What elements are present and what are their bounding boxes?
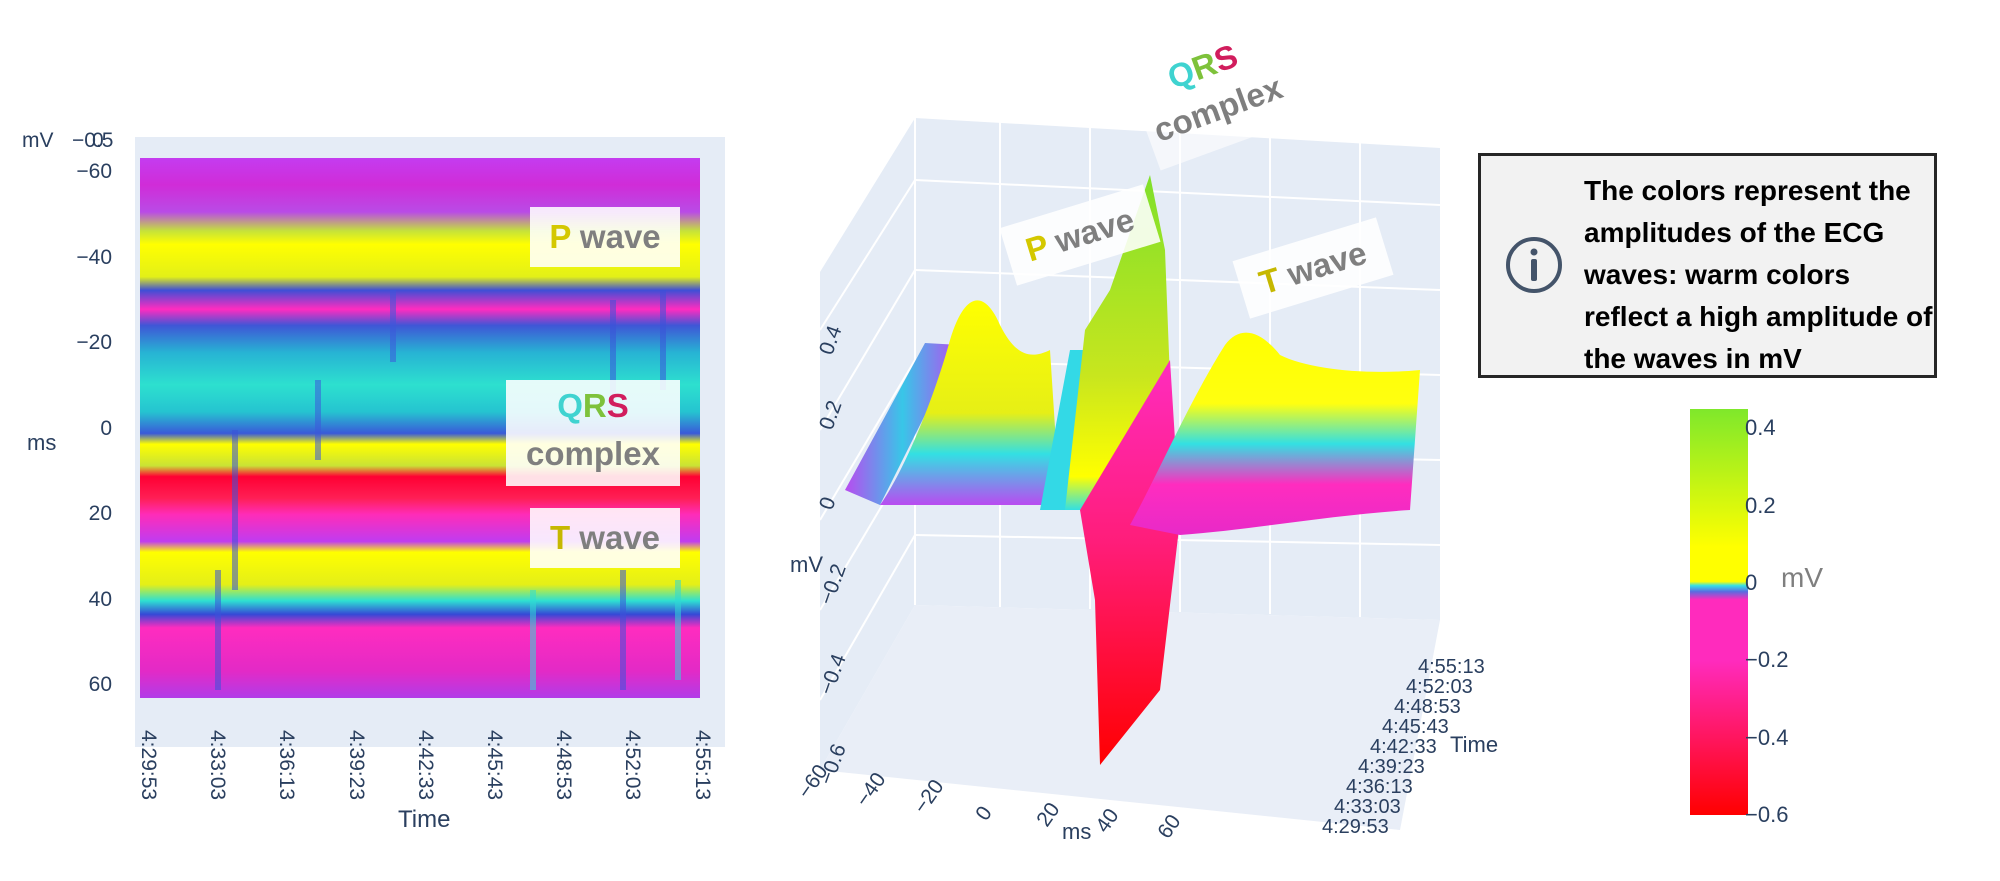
surface-baseline-left xyxy=(845,343,960,505)
heatmap-mv-tick-b: 0 xyxy=(92,129,104,152)
heatmap-x-tick: 4:55:13 xyxy=(690,730,714,801)
heatmap-x-tick: 4:42:33 xyxy=(413,730,437,801)
heatmap-x-label: Time xyxy=(398,806,451,833)
colorbar-tick: 0 xyxy=(1745,570,1758,595)
surface-time-label: Time xyxy=(1450,732,1499,757)
surface-ms-tick: 20 xyxy=(1032,799,1064,831)
surface-time-tick: 4:29:53 xyxy=(1322,816,1389,838)
heatmap-y-tick: 40 xyxy=(88,587,112,611)
qrs-letters: QRS xyxy=(506,380,680,432)
surface-time-tick: 4:48:53 xyxy=(1394,696,1461,718)
heatmap-streak xyxy=(215,570,221,690)
surface-p-wave xyxy=(880,300,1060,505)
annotation-t-wave-left: T wave xyxy=(530,508,680,568)
heatmap-y-label: ms xyxy=(27,430,57,455)
p-rest: wave xyxy=(570,218,661,255)
heatmap-y-tick: 60 xyxy=(88,673,112,696)
surface-ms-tick: 60 xyxy=(1153,811,1185,843)
heatmap-streak xyxy=(610,300,616,420)
heatmap-streak xyxy=(315,380,321,460)
surface-time-tick: 4:36:13 xyxy=(1346,776,1413,798)
surface-time-tick: 4:45:43 xyxy=(1382,716,1449,738)
colorbar-fill xyxy=(1690,409,1748,815)
info-circle-icon xyxy=(1506,237,1562,293)
heatmap-y-tick: −40 xyxy=(76,245,112,269)
heatmap-x-tick: 4:45:43 xyxy=(483,730,506,801)
heatmap-mv-tick-a: −0.5 xyxy=(72,129,114,152)
colorbar-tick: −0.6 xyxy=(1745,802,1789,827)
q-letter: Q xyxy=(557,387,583,424)
colorbar-tick: 0.4 xyxy=(1745,415,1776,441)
p-letter: P xyxy=(549,218,571,255)
heatmap-streak xyxy=(232,430,238,590)
surface-time-tick: 4:42:33 xyxy=(1370,736,1437,758)
surface3d-chart: −60 −40 −20 0 20 40 60 0.4 0.2 0 −0.2 −0.4 −0.6 mV … xyxy=(760,0,1498,881)
surface-time-tick: 4:33:03 xyxy=(1334,796,1401,818)
surface-ms-tick: 40 xyxy=(1091,805,1123,837)
t-letter: T xyxy=(549,519,571,556)
surface-t-wave xyxy=(1130,332,1420,535)
heatmap-streaks xyxy=(215,290,681,690)
heatmap-y-tick: −60 xyxy=(76,160,112,183)
annotation-qrs-left: QRS complex xyxy=(506,380,680,486)
colorbar xyxy=(1690,409,1748,815)
colorbar-tick: 0.2 xyxy=(1745,492,1776,518)
colorbar-unit: mV xyxy=(1781,562,1823,593)
heatmap-streak xyxy=(390,290,396,362)
heatmap-y-tick: −20 xyxy=(76,331,112,354)
colorbar-tick: −0.2 xyxy=(1745,647,1789,673)
r-letter: R xyxy=(582,387,607,424)
heatmap-chart: mV −0.5 0 −60 −40 −20 0 20 40 60 ms 4:29:53 4:3… xyxy=(0,0,740,881)
t-rest: wave xyxy=(570,519,661,556)
heatmap-streak xyxy=(530,590,536,690)
info-text: The colors represent the amplitudes of t… xyxy=(1584,175,1933,374)
heatmap-x-tick: 4:52:03 xyxy=(621,730,645,801)
heatmap-y-tick: 20 xyxy=(88,502,112,525)
surface-time-tick: 4:55:13 xyxy=(1418,656,1485,678)
heatmap-x-tick: 4:36:13 xyxy=(275,730,299,801)
surface-z-label: mV xyxy=(790,552,823,577)
heatmap-x-tick: 4:39:23 xyxy=(344,730,368,801)
surface-time-tick: 4:39:23 xyxy=(1358,756,1425,778)
heatmap-x-tick: 4:29:53 xyxy=(137,730,160,801)
surface-ms-label: ms xyxy=(1062,819,1092,844)
colorbar-svg xyxy=(1690,409,1748,815)
heatmap-y-tick: 0 xyxy=(100,416,112,440)
heatmap-streak xyxy=(675,580,681,680)
qrs-rest: complex xyxy=(526,435,660,472)
heatmap-mv-label: mV xyxy=(22,129,54,152)
annotation-p-wave-left: P wave xyxy=(530,207,680,267)
colorbar-tick: −0.4 xyxy=(1745,724,1789,750)
heatmap-streak xyxy=(620,570,626,690)
surface-ms-tick: 0 xyxy=(971,802,997,825)
heatmap-x-tick: 4:33:03 xyxy=(206,730,230,801)
heatmap-streak xyxy=(660,290,666,390)
surface-time-tick: 4:52:03 xyxy=(1406,676,1473,698)
heatmap-x-tick: 4:48:53 xyxy=(552,730,576,801)
surface-qrs-down xyxy=(1080,360,1180,765)
s-letter: S xyxy=(606,387,629,424)
info-box: The colors represent the amplitudes of t… xyxy=(1478,153,1937,378)
surface-qrs-up xyxy=(1065,175,1170,510)
